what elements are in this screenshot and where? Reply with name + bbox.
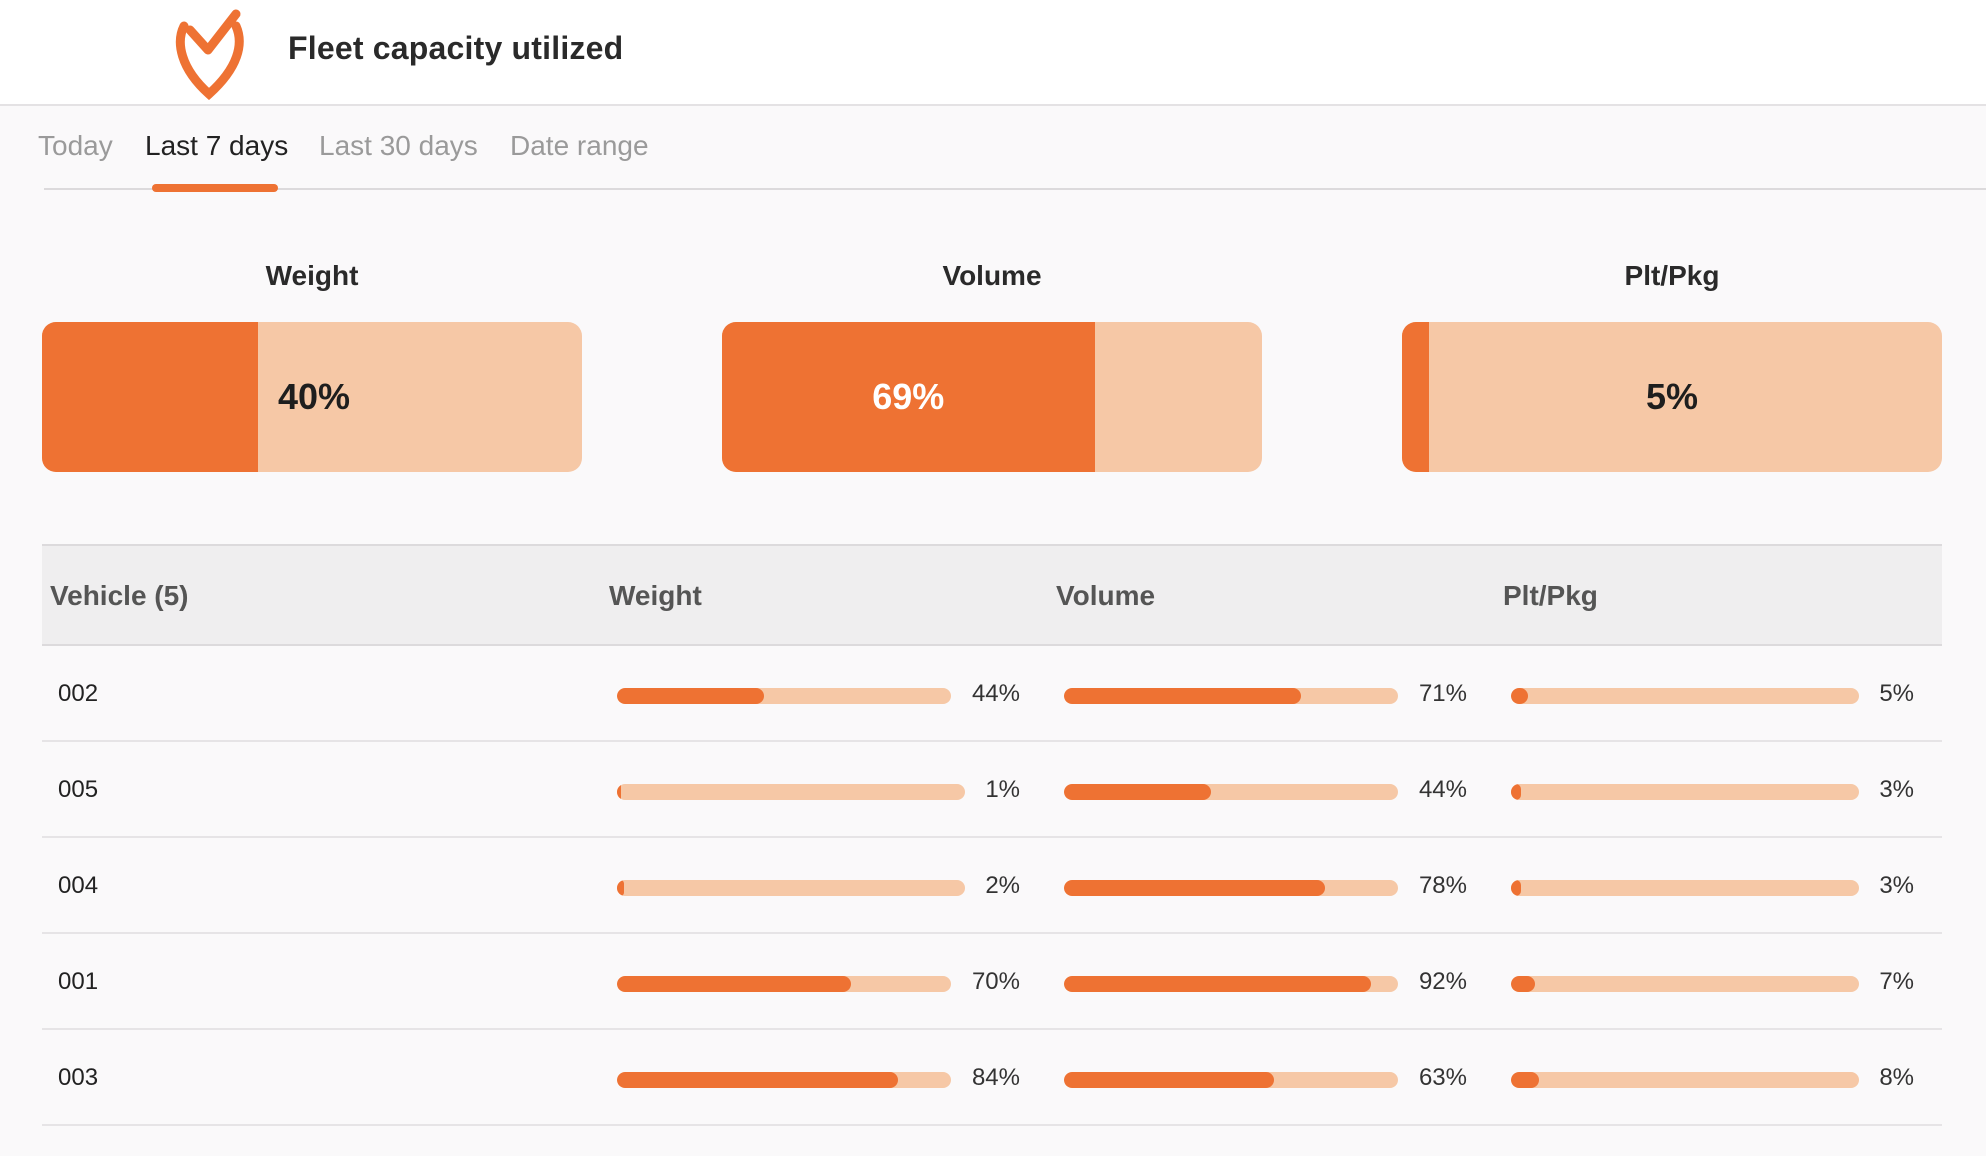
volume-percent: 78% (1418, 872, 1467, 899)
vehicle-id: 003 (58, 1064, 99, 1091)
plt-pkg-bar (1511, 1072, 1859, 1088)
volume-bar (1064, 976, 1398, 992)
volume-bar (1064, 688, 1398, 704)
plt-pkg-fill (1511, 1072, 1539, 1088)
table-row[interactable]: 001 70% 92% 7% (42, 934, 1942, 1030)
weight-percent: 2% (985, 872, 1020, 899)
summary-volume-percent: 69% (872, 376, 945, 417)
plt-pkg-bar (1511, 784, 1859, 800)
active-tab-indicator (152, 184, 278, 192)
volume-bar (1064, 880, 1398, 896)
volume-fill (1064, 688, 1302, 704)
column-weight[interactable]: Weight (609, 580, 702, 611)
summary-plt-percent: 5% (1645, 376, 1699, 417)
volume-bar (1064, 784, 1398, 800)
weight-bar (617, 976, 951, 992)
page-title: Fleet capacity utilized (288, 30, 624, 66)
column-plt-pkg[interactable]: Plt/Pkg (1503, 580, 1598, 611)
weight-bar (617, 880, 965, 896)
top-bar: Fleet capacity utilized (0, 0, 1986, 106)
vehicle-id: 002 (58, 680, 99, 707)
summary-plt-title: Plt/Pkg (1624, 260, 1720, 291)
plt-pkg-percent: 3% (1879, 872, 1914, 899)
tab-today[interactable]: Today (38, 130, 113, 161)
table-row[interactable]: 004 2% 78% 3% (42, 838, 1942, 934)
summary-weight-title: Weight (265, 260, 359, 291)
weight-bar (617, 688, 951, 704)
volume-percent: 71% (1418, 680, 1467, 707)
summary-volume-bar: 69% (722, 322, 1262, 472)
volume-fill (1064, 880, 1325, 896)
weight-fill (617, 784, 622, 800)
tab-date-range[interactable]: Date range (510, 130, 649, 161)
tab-last-30-days[interactable]: Last 30 days (319, 130, 478, 161)
column-volume[interactable]: Volume (1056, 580, 1156, 611)
table-row[interactable]: 005 1% 44% 3% (42, 742, 1942, 838)
volume-fill (1064, 976, 1372, 992)
volume-percent: 63% (1418, 1064, 1467, 1091)
vehicle-table: Vehicle (5) Weight Volume Plt/Pkg 002 44… (42, 544, 1942, 1126)
table-header: Vehicle (5) Weight Volume Plt/Pkg (42, 544, 1942, 646)
weight-fill (617, 880, 624, 896)
plt-pkg-bar (1511, 688, 1859, 704)
tab-last-7-days[interactable]: Last 7 days (145, 130, 289, 161)
plt-pkg-fill (1511, 880, 1522, 896)
table-body: 002 44% 71% 5% 005 1% 44% 3% 004 2% (42, 646, 1942, 1126)
table-row[interactable]: 003 84% 63% 8% (42, 1030, 1942, 1126)
weight-percent: 44% (971, 680, 1020, 707)
plt-pkg-percent: 8% (1879, 1064, 1914, 1091)
plt-pkg-fill (1511, 688, 1529, 704)
column-vehicle[interactable]: Vehicle (5) (50, 580, 189, 611)
check-shield-icon (175, 9, 244, 100)
weight-bar (617, 1072, 951, 1088)
summary-volume-fill (722, 322, 1095, 472)
plt-pkg-fill (1511, 976, 1536, 992)
tabs-divider (44, 188, 1986, 190)
summary-weight-fill (42, 322, 258, 472)
summary-volume-title: Volume (942, 260, 1042, 291)
weight-bar (617, 784, 965, 800)
plt-pkg-percent: 5% (1879, 680, 1914, 707)
volume-fill (1064, 1072, 1275, 1088)
weight-fill (617, 1072, 898, 1088)
weight-percent: 84% (971, 1064, 1020, 1091)
vehicle-id: 001 (58, 968, 99, 995)
date-tabs: Today Last 7 days Last 30 days Date rang… (0, 106, 1986, 192)
plt-pkg-fill (1511, 784, 1522, 800)
plt-pkg-percent: 3% (1879, 776, 1914, 803)
summary-plt-fill (1402, 322, 1429, 472)
vehicle-id: 005 (58, 776, 99, 803)
volume-percent: 92% (1418, 968, 1467, 995)
volume-bar (1064, 1072, 1398, 1088)
plt-pkg-bar (1511, 880, 1859, 896)
weight-percent: 1% (985, 776, 1020, 803)
weight-fill (617, 976, 851, 992)
summary-weight-bar: 40% (42, 322, 582, 472)
plt-pkg-bar (1511, 976, 1859, 992)
plt-pkg-percent: 7% (1879, 968, 1914, 995)
volume-fill (1064, 784, 1211, 800)
summary-plt-bar: 5% (1402, 322, 1942, 472)
weight-percent: 70% (971, 968, 1020, 995)
vehicle-id: 004 (58, 872, 99, 899)
weight-fill (617, 688, 764, 704)
table-row[interactable]: 002 44% 71% 5% (42, 646, 1942, 742)
summary-weight-percent: 40% (278, 376, 351, 417)
volume-percent: 44% (1418, 776, 1467, 803)
